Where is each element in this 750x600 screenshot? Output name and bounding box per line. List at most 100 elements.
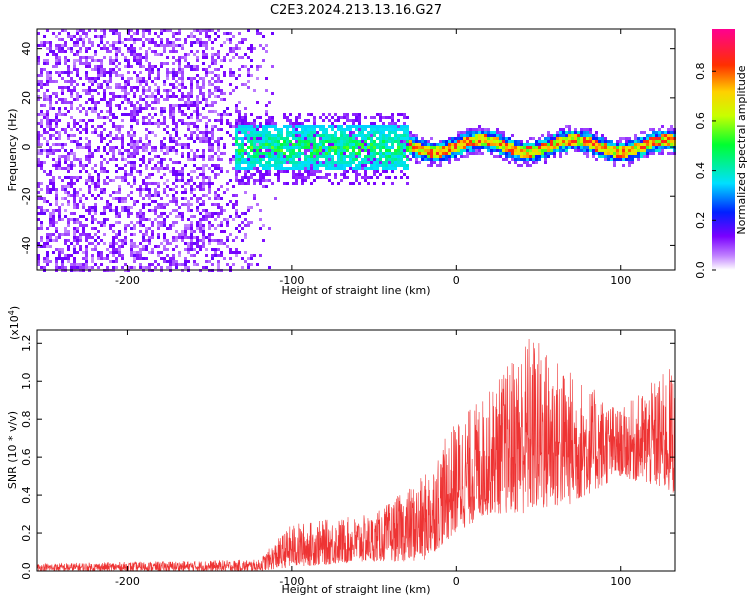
- colorbar-tick-label: 0.4: [694, 162, 707, 180]
- spectrogram-cell: [145, 38, 148, 41]
- spectrogram-cell: [244, 167, 247, 170]
- spectrogram-cell: [382, 128, 385, 131]
- spectrogram-cell: [154, 53, 157, 56]
- spectrogram-cell: [526, 146, 529, 149]
- spectrogram-cell: [289, 149, 292, 152]
- spectrogram-cell: [277, 164, 280, 167]
- spectrogram-cell: [202, 50, 205, 53]
- spectrogram-cell: [448, 137, 451, 140]
- spectrogram-cell: [280, 158, 283, 161]
- spectrogram-cell: [76, 242, 79, 245]
- spectrogram-cell: [136, 251, 139, 254]
- spectrogram-cell: [193, 77, 196, 80]
- spectrogram-cell: [412, 146, 415, 149]
- spectrogram-cell: [598, 149, 601, 152]
- spectrogram-cell: [640, 140, 643, 143]
- spectrogram-cell: [148, 38, 151, 41]
- spectrogram-cell: [154, 83, 157, 86]
- spectrogram-cell: [655, 131, 658, 134]
- spectrogram-cell: [472, 146, 475, 149]
- spectrogram-cell: [253, 140, 256, 143]
- spectrogram-cell: [286, 161, 289, 164]
- spectrogram-cell: [97, 77, 100, 80]
- spectrogram-cell: [346, 155, 349, 158]
- spectrogram-cell: [250, 155, 253, 158]
- spectrogram-cell: [172, 188, 175, 191]
- spectrogram-cell: [268, 146, 271, 149]
- spectrogram-cell: [466, 149, 469, 152]
- spectrogram-cell: [85, 65, 88, 68]
- spectrogram-cell: [208, 119, 211, 122]
- spectrogram-cell: [190, 203, 193, 206]
- spectrogram-cell: [292, 137, 295, 140]
- spectrogram-cell: [91, 59, 94, 62]
- spectrogram-cell: [55, 200, 58, 203]
- spectrogram-cell: [205, 29, 208, 32]
- spectrogram-cell: [55, 266, 58, 269]
- spectrogram-cell: [169, 110, 172, 113]
- spectrogram-cell: [223, 92, 226, 95]
- spectrogram-cell: [661, 131, 664, 134]
- spectrogram-cell: [37, 164, 40, 167]
- spectrogram-cell: [262, 125, 265, 128]
- spectrogram-cell: [73, 155, 76, 158]
- spectrogram-cell: [199, 131, 202, 134]
- spectrogram-cell: [61, 89, 64, 92]
- spectrogram-cell: [640, 143, 643, 146]
- spectrogram-cell: [124, 209, 127, 212]
- spectrogram-cell: [103, 137, 106, 140]
- spectrogram-cell: [436, 164, 439, 167]
- spectrogram-cell: [295, 140, 298, 143]
- spectrogram-cell: [58, 254, 61, 257]
- spectrogram-cell: [181, 236, 184, 239]
- spectrogram-cell: [208, 95, 211, 98]
- spectrogram-cell: [607, 152, 610, 155]
- spectrogram-cell: [325, 128, 328, 131]
- spectrogram-cell: [265, 179, 268, 182]
- spectrogram-cell: [292, 176, 295, 179]
- spectrogram-cell: [91, 227, 94, 230]
- spectrogram-cell: [55, 239, 58, 242]
- spectrogram-cell: [247, 266, 250, 269]
- spectrogram-cell: [193, 122, 196, 125]
- spectrogram-cell: [448, 152, 451, 155]
- spectrogram-cell: [208, 92, 211, 95]
- spectrogram-cell: [196, 95, 199, 98]
- spectrogram-cell: [190, 80, 193, 83]
- spectrogram-cell: [70, 128, 73, 131]
- spectrogram-cell: [85, 218, 88, 221]
- spectrogram-cell: [247, 125, 250, 128]
- spectrogram-cell: [112, 224, 115, 227]
- spectrogram-cell: [67, 245, 70, 248]
- spectrogram-cell: [256, 203, 259, 206]
- spectrogram-cell: [502, 152, 505, 155]
- spectrogram-cell: [478, 140, 481, 143]
- spectrogram-cell: [295, 173, 298, 176]
- spectrogram-cell: [172, 71, 175, 74]
- spectrogram-cell: [214, 173, 217, 176]
- spectrogram-cell: [70, 194, 73, 197]
- spectrogram-cell: [118, 230, 121, 233]
- spectrogram-cell: [163, 47, 166, 50]
- spectrogram-cell: [157, 182, 160, 185]
- spectrogram-cell: [133, 50, 136, 53]
- spectrogram-cell: [349, 140, 352, 143]
- spectrogram-cell: [139, 137, 142, 140]
- spectrogram-cell: [133, 32, 136, 35]
- spectrogram-cell: [187, 245, 190, 248]
- spectrogram-cell: [76, 266, 79, 269]
- spectrogram-cell: [592, 140, 595, 143]
- spectrogram-cell: [178, 104, 181, 107]
- spectrogram-cell: [523, 143, 526, 146]
- spectrogram-cell: [382, 116, 385, 119]
- spectrogram-cell: [256, 137, 259, 140]
- spectrogram-cell: [352, 167, 355, 170]
- spectrogram-cell: [247, 179, 250, 182]
- spectrogram-cell: [514, 152, 517, 155]
- spectrogram-cell: [157, 122, 160, 125]
- spectrogram-cell: [274, 137, 277, 140]
- spectrogram-cell: [223, 191, 226, 194]
- spectrogram-cell: [202, 167, 205, 170]
- spectrogram-cell: [76, 50, 79, 53]
- spectrogram-cell: [388, 158, 391, 161]
